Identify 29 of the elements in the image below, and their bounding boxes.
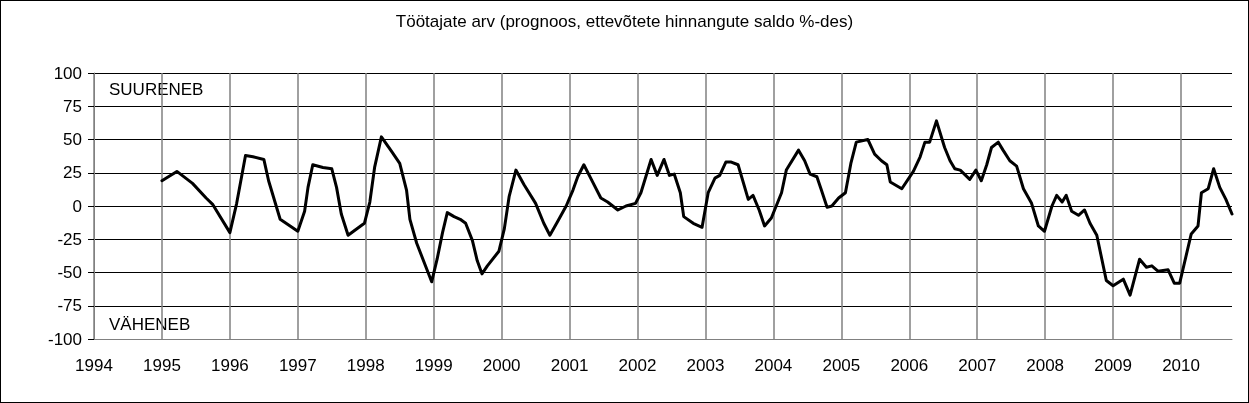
x-tick-label: 2004 — [754, 356, 793, 375]
y-tick-label: 75 — [63, 96, 82, 116]
x-tick-label: 2003 — [686, 356, 725, 375]
x-tick-label: 1994 — [75, 356, 113, 375]
x-tick-label: 2007 — [958, 356, 997, 375]
x-tick-label: 2010 — [1162, 356, 1200, 375]
y-tick-label: -100 — [47, 329, 82, 349]
x-tick-label: 2008 — [1026, 356, 1065, 375]
y-tick-label: -50 — [57, 263, 82, 282]
x-tick-label: 2001 — [550, 356, 589, 375]
y-tick-label: -75 — [57, 296, 82, 316]
annotation: VÄHENEB — [109, 315, 191, 334]
y-tick-label: -25 — [57, 229, 82, 249]
x-tick-label: 2006 — [890, 356, 929, 375]
x-tick-label: 1996 — [210, 356, 249, 375]
y-tick-label: 100 — [53, 63, 82, 83]
x-tick-label: 1999 — [414, 356, 453, 375]
x-tick-label: 1998 — [346, 356, 385, 375]
x-tick-label: 2002 — [618, 356, 657, 375]
x-tick-label: 1997 — [278, 356, 317, 375]
x-tick-label: 2009 — [1094, 356, 1133, 375]
x-tick-label: 1995 — [143, 356, 181, 375]
y-tick-label: 0 — [72, 196, 82, 216]
annotation: SUURENEB — [109, 80, 204, 99]
x-tick-label: 2005 — [822, 356, 861, 375]
y-tick-label: 25 — [63, 163, 82, 183]
y-tick-label: 50 — [63, 130, 82, 149]
chart-title: Töötajate arv (prognoos, ettevõtete hinnangute saldo %-des) — [395, 12, 854, 31]
x-tick-label: 2000 — [482, 356, 521, 375]
